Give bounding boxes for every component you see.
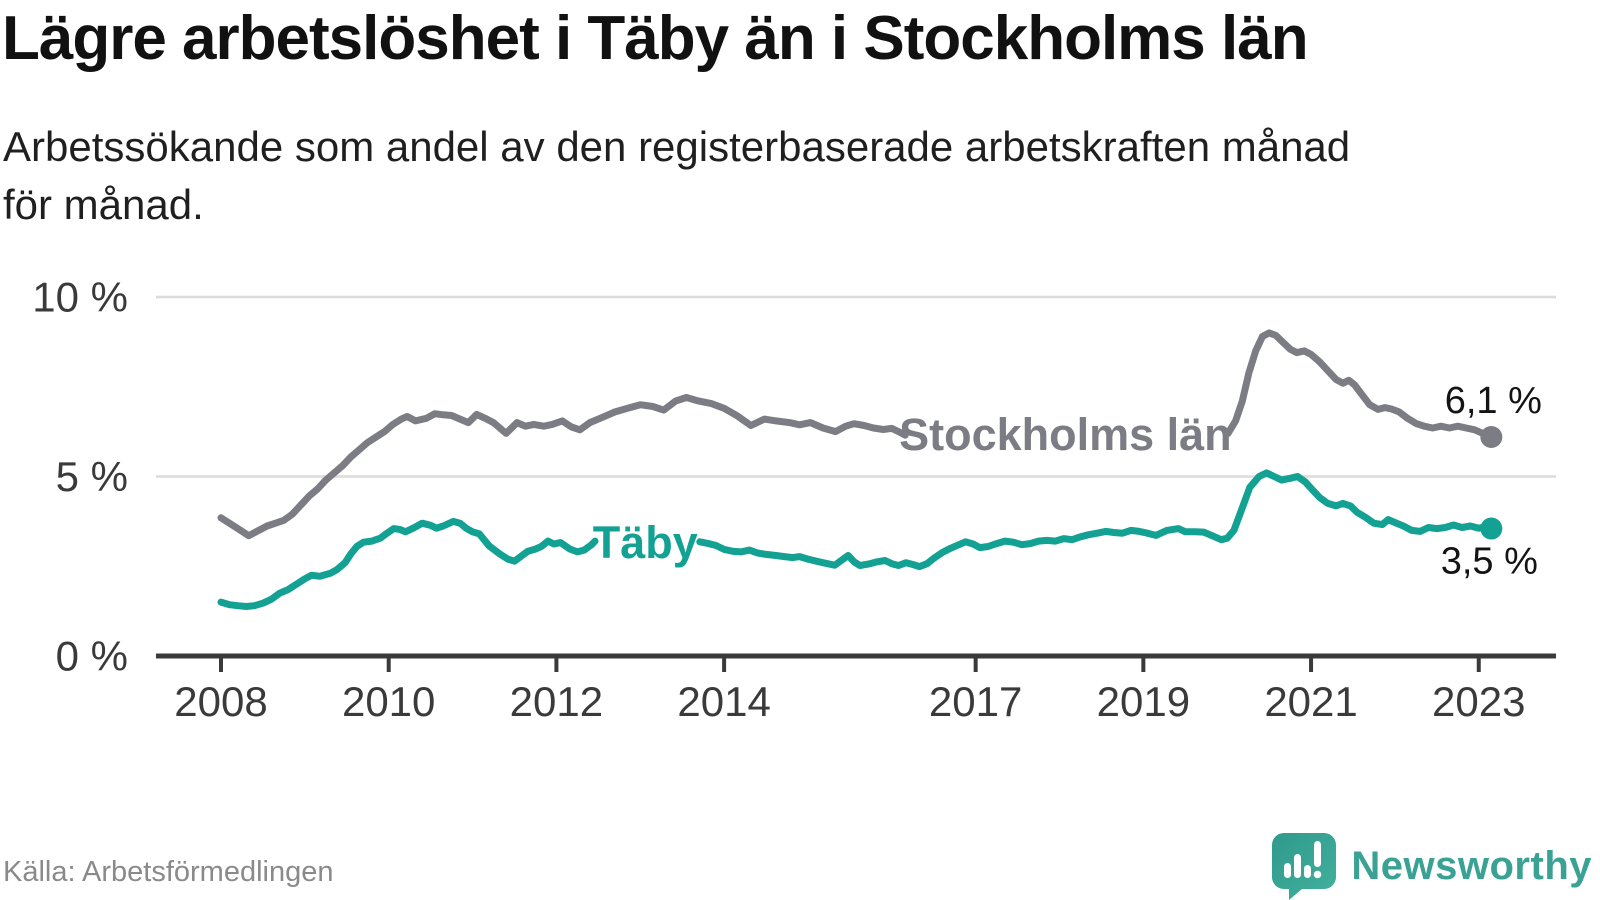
y-tick-label-5: 5 % xyxy=(56,453,128,500)
logo-exclamation-dot xyxy=(1314,870,1322,879)
y-tick-label-10: 10 % xyxy=(32,274,128,321)
series-label-t-by: Täby xyxy=(593,517,698,568)
x-tick-label-2017: 2017 xyxy=(929,678,1022,725)
x-tick-label-2012: 2012 xyxy=(510,678,603,725)
series-line-stockholms-l-n-1 xyxy=(217,394,909,540)
logo-bar-3 xyxy=(1304,865,1312,878)
newsworthy-logo: Newsworthy xyxy=(1271,832,1592,900)
subtitle-line-1: Arbetssökande som andel av den registerb… xyxy=(3,123,1351,170)
speech-bubble-shape xyxy=(1272,833,1337,900)
page-title: Lägre arbetslöshet i Täby än i Stockholm… xyxy=(2,4,1309,73)
end-dot-stockholms-l-n xyxy=(1480,426,1503,449)
subtitle-line-2: för månad. xyxy=(3,180,204,228)
end-value-label-stockholms-l-n: 6,1 % xyxy=(1445,380,1542,422)
logo-bar-1 xyxy=(1284,863,1292,878)
logo-exclamation-bar xyxy=(1314,841,1322,867)
end-value-label-t-by: 3,5 % xyxy=(1441,541,1538,583)
x-tick-label-2010: 2010 xyxy=(342,678,435,725)
series-line-stockholms-l-n-2 xyxy=(1224,329,1495,441)
chart-subtitle: Arbetssökande som andel av den registerb… xyxy=(3,118,1563,234)
x-tick-label-2019: 2019 xyxy=(1097,678,1190,725)
logo-bar-2 xyxy=(1294,854,1302,878)
y-tick-label-0: 0 % xyxy=(56,633,128,680)
series-label-stockholms-l-n: Stockholms län xyxy=(899,409,1232,460)
x-tick-label-2008: 2008 xyxy=(174,678,267,725)
x-tick-label-2023: 2023 xyxy=(1432,678,1525,725)
x-tick-label-2021: 2021 xyxy=(1264,678,1357,725)
newsworthy-bubble-icon xyxy=(1272,833,1337,900)
source-note: Källa: Arbetsförmedlingen xyxy=(3,856,334,888)
brand-name: Newsworthy xyxy=(1351,843,1592,888)
series-line-t-by-1 xyxy=(217,517,599,610)
end-dot-t-by xyxy=(1480,517,1503,540)
series-line-t-by-2 xyxy=(696,469,1495,571)
x-tick-label-2014: 2014 xyxy=(677,678,770,725)
